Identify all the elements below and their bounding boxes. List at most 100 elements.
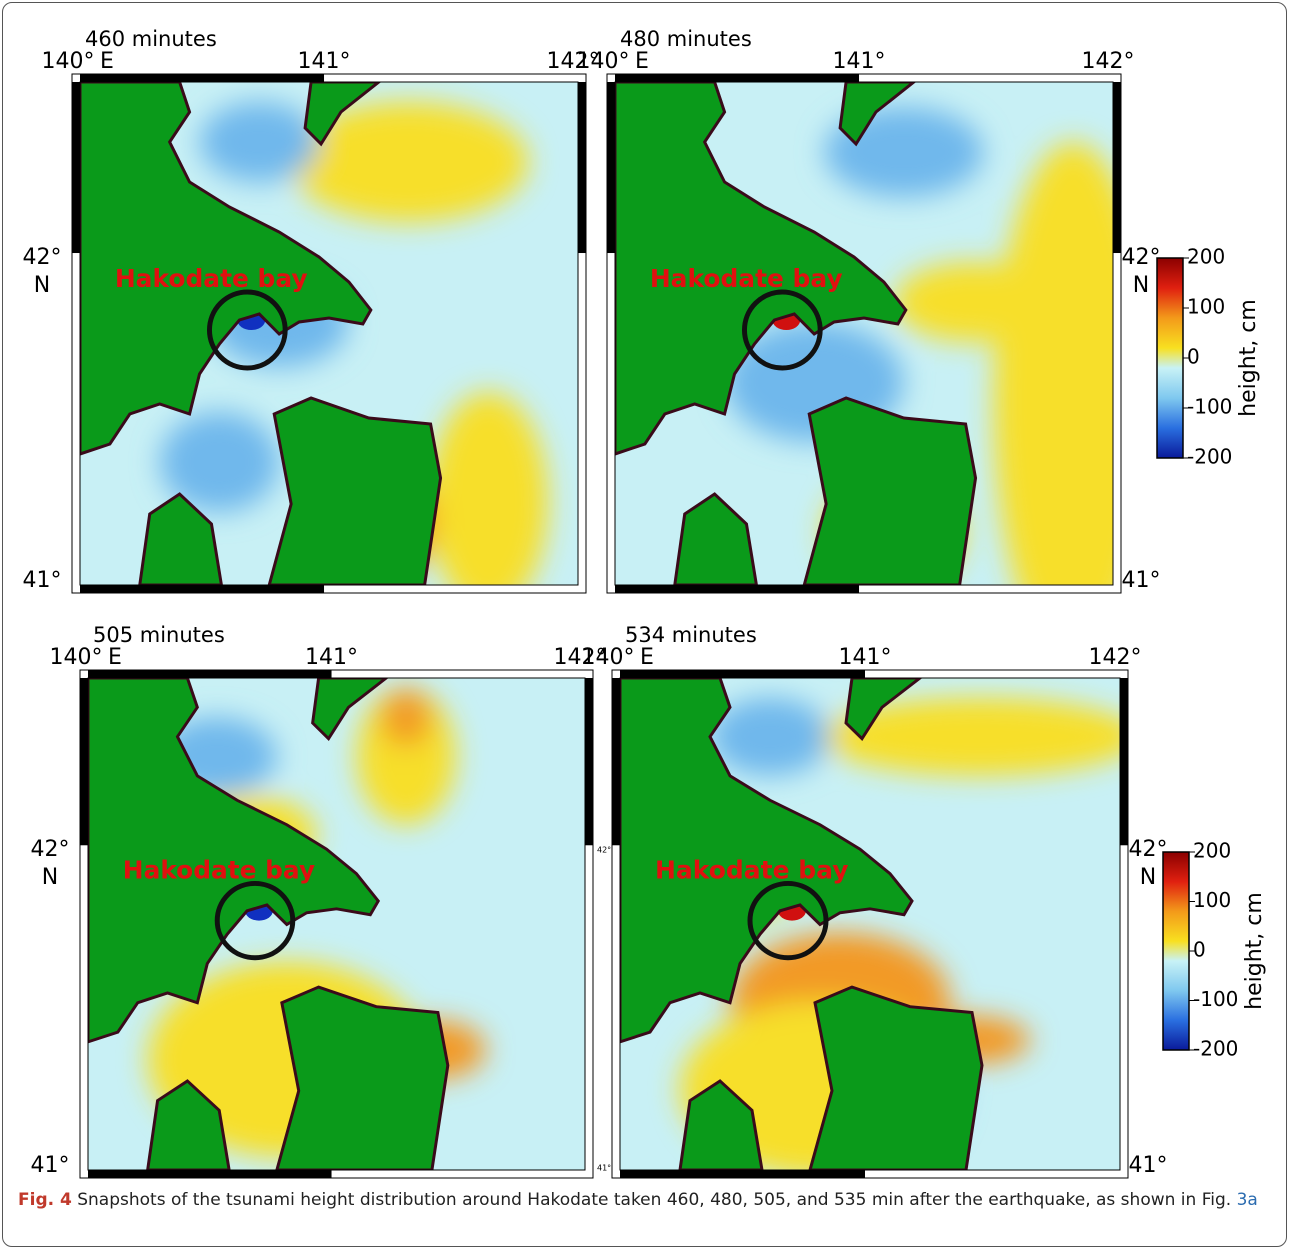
lat-label: 42°: [1122, 245, 1161, 270]
lon-label: 141°: [833, 49, 886, 74]
land: [673, 492, 758, 585]
sea-blob: [199, 102, 320, 182]
small-lat-label: 41°: [597, 1164, 611, 1173]
map-border-inner: [79, 81, 579, 586]
frame-bar: [80, 585, 325, 593]
frame-bar: [1120, 678, 1128, 846]
map-border: [606, 73, 1122, 594]
land: [620, 678, 914, 1044]
land: [844, 678, 923, 741]
lon-label: 142°: [1082, 49, 1135, 74]
lat-label: N: [1133, 273, 1149, 298]
frame-bar: [615, 74, 860, 82]
frame-bar: [607, 82, 615, 254]
frame-bar: [620, 670, 865, 678]
sea-blob: [381, 687, 431, 747]
land: [802, 396, 978, 585]
bay-circle: [214, 880, 296, 961]
colorbar: [1156, 257, 1184, 459]
land: [80, 82, 373, 456]
caption-label: Fig. 4: [18, 1190, 72, 1210]
lon-label: 141°: [305, 645, 358, 670]
lat-label: 41°: [1122, 568, 1161, 593]
land: [275, 985, 450, 1171]
map-border-inner: [619, 677, 1121, 1171]
lat-label: N: [34, 273, 50, 298]
land: [311, 678, 389, 741]
colorbar-tick-label: 200: [1193, 839, 1231, 863]
frame-bar: [80, 678, 88, 846]
frame-bar: [615, 585, 860, 593]
frame-bar: [88, 670, 332, 678]
sea-blob: [710, 697, 830, 776]
map: Hakodate bay: [88, 678, 585, 1171]
frame-bar: [80, 74, 325, 82]
frame-bar: [72, 82, 80, 254]
lon-label: E: [100, 49, 114, 74]
panel-title: 460 minutes: [85, 27, 217, 51]
lon-label: 140°: [582, 645, 635, 670]
panel-title: 505 minutes: [93, 623, 225, 647]
lon-label: 140°: [50, 645, 103, 670]
panel-title: 480 minutes: [620, 27, 752, 51]
lon-label: 142°: [547, 49, 600, 74]
sea-blob: [993, 142, 1113, 585]
sea-blob: [289, 102, 529, 222]
lon-label: 140°: [42, 49, 95, 74]
colorbar-tick-label: -100: [1193, 987, 1238, 1011]
small-lat-label: 42°: [597, 846, 611, 855]
land: [303, 82, 382, 147]
sea-blob: [893, 262, 1054, 342]
sea-blob: [159, 412, 280, 512]
lat-label: N: [42, 865, 58, 890]
map: Hakodate bay: [620, 678, 1120, 1171]
map-border: [79, 669, 594, 1179]
land: [808, 985, 984, 1171]
caption-link[interactable]: 3a: [1236, 1190, 1258, 1210]
map-border: [71, 73, 587, 594]
colorbar-tick-label: 100: [1193, 888, 1231, 912]
colorbar-tick-label: -200: [1193, 1037, 1238, 1061]
lat-label: 41°: [23, 568, 62, 593]
lat-label: 41°: [1129, 1153, 1168, 1178]
sea-blob: [428, 392, 549, 585]
lat-label: 42°: [1129, 837, 1168, 862]
land: [838, 82, 917, 147]
colorbar-tick-label: -200: [1187, 445, 1232, 469]
caption: Fig. 4 Snapshots of the tsunami height d…: [18, 1188, 1273, 1212]
frame-bar: [585, 678, 593, 846]
land: [615, 82, 908, 456]
land: [138, 492, 223, 585]
land: [88, 678, 381, 1044]
lat-label: 41°: [31, 1153, 70, 1178]
lon-label: 141°: [298, 49, 351, 74]
frame-bar: [612, 678, 620, 846]
sea-blob: [820, 697, 1120, 776]
bay-circle: [741, 289, 823, 371]
map-border-inner: [614, 81, 1114, 586]
sea-blob: [356, 687, 456, 825]
bay-label: Hakodate bay: [655, 856, 849, 885]
colorbar-tick-label: 0: [1193, 938, 1206, 962]
colorbar-tick-label: -100: [1187, 395, 1232, 419]
colorbar-tick-label: 200: [1187, 245, 1225, 269]
colorbar-tick-label: 100: [1187, 295, 1225, 319]
lon-label: E: [635, 49, 649, 74]
map-border-inner: [87, 677, 586, 1171]
land: [146, 1079, 231, 1171]
bay-label: Hakodate bay: [650, 264, 843, 293]
lat-label: 42°: [23, 245, 62, 270]
colorbar: [1162, 851, 1190, 1051]
lon-label: 142°: [554, 645, 607, 670]
frame-bar: [578, 82, 586, 254]
land: [678, 1079, 764, 1171]
colorbar-label: height, cm: [1242, 892, 1267, 1010]
map-border: [611, 669, 1129, 1179]
panel-title: 534 minutes: [625, 623, 757, 647]
caption-text: Snapshots of the tsunami height distribu…: [77, 1190, 1232, 1210]
lon-label: 140°: [577, 49, 630, 74]
lon-label: 142°: [1089, 645, 1142, 670]
